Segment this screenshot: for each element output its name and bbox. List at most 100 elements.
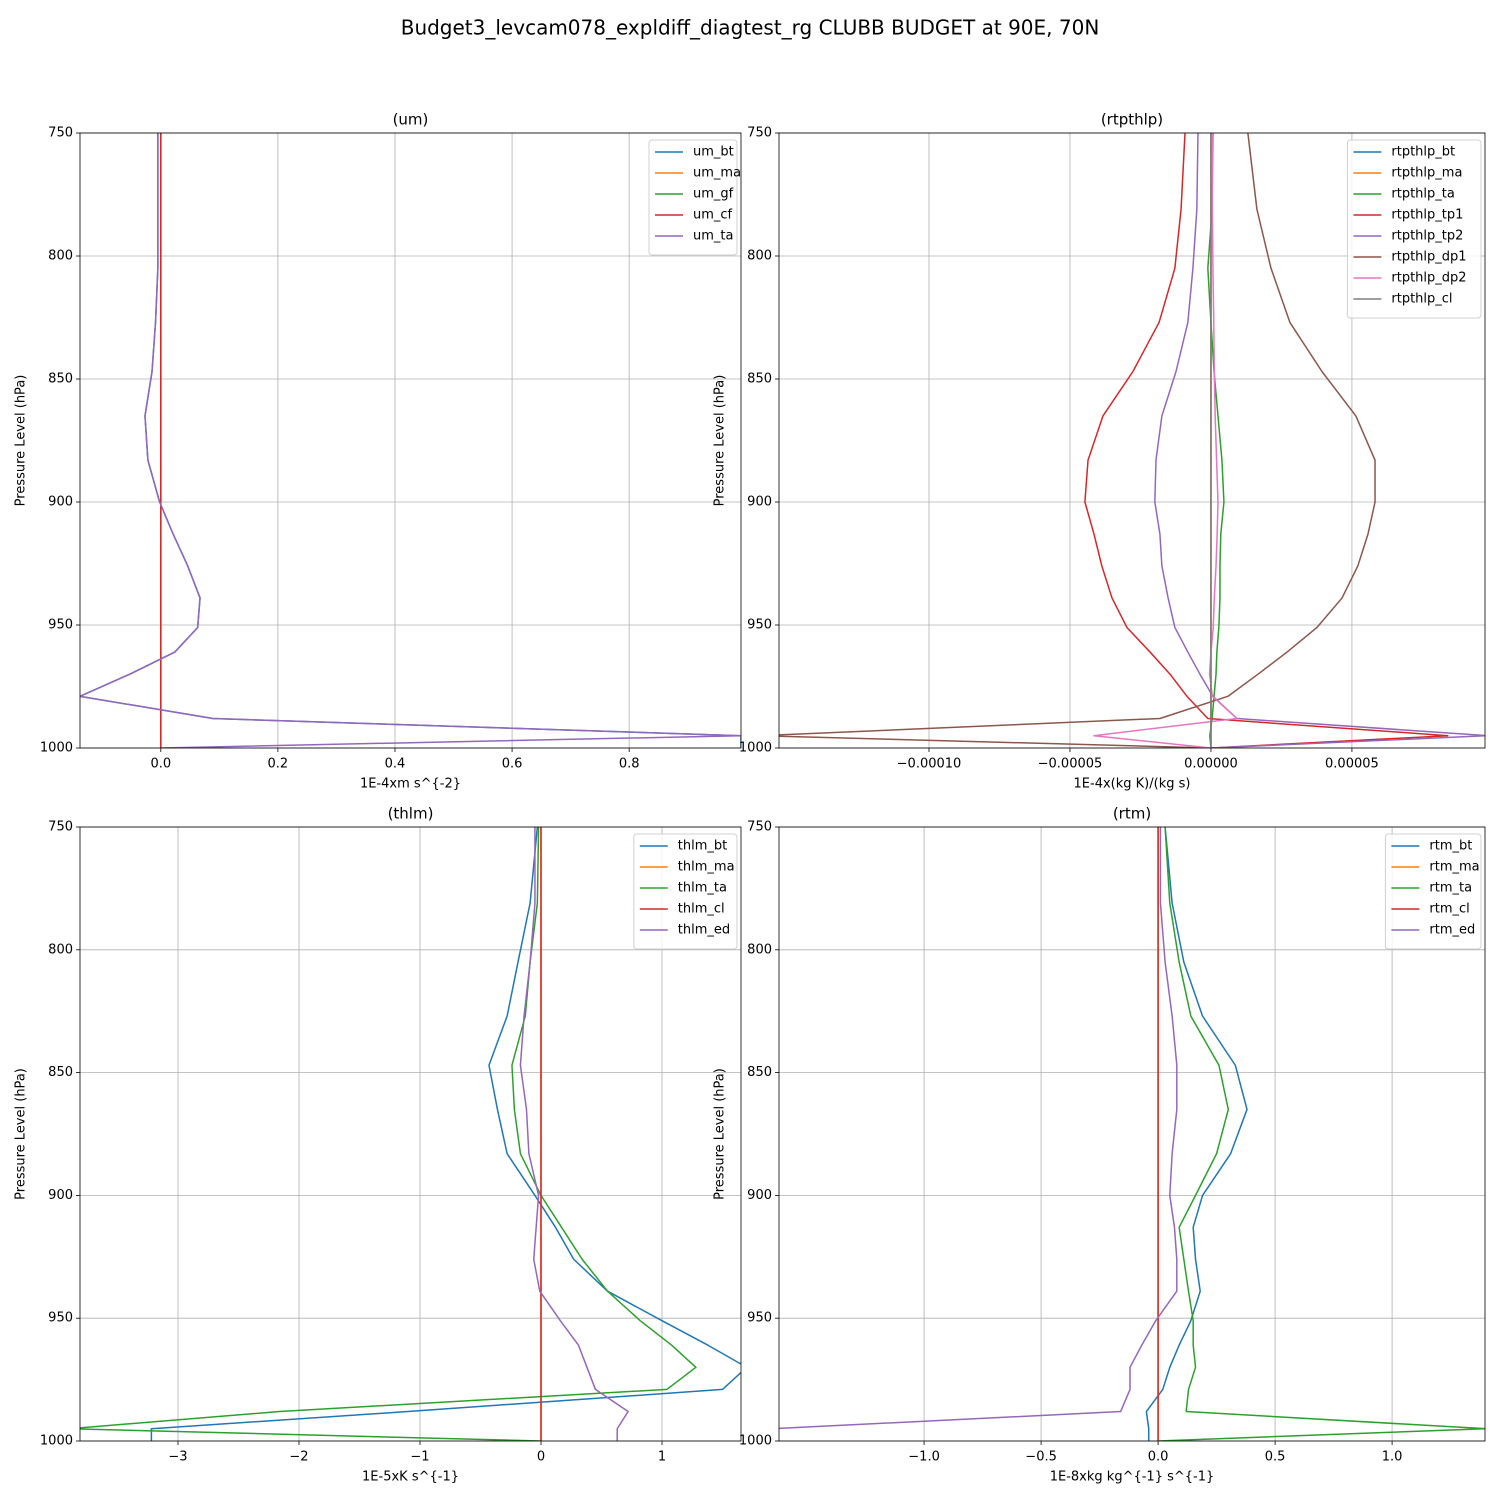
x-axis-label: 1E-5xK s^{-1}	[362, 1470, 459, 1485]
x-tick-label: 0.0	[1148, 1450, 1169, 1465]
y-tick-label: 850	[48, 1065, 73, 1080]
legend-label: um_bt	[693, 145, 734, 160]
legend-label: rtpthlp_tp2	[1391, 229, 1463, 244]
plot-area	[779, 133, 1485, 748]
legend-box	[1384, 833, 1482, 950]
y-tick-label: 1000	[739, 741, 772, 756]
series-line	[1145, 827, 1248, 1441]
legend-label: rtm_cl	[1429, 902, 1469, 917]
x-tick-label: 0.8	[619, 757, 640, 772]
x-tick-label: −3	[168, 1450, 187, 1465]
series-line	[150, 827, 741, 1441]
y-tick-label: 850	[48, 372, 73, 387]
legend-label: um_ta	[693, 229, 733, 244]
axes-frame	[79, 826, 742, 1442]
x-tick-label: 0.4	[385, 757, 406, 772]
series-line	[519, 827, 629, 1441]
legend-label: thlm_cl	[678, 902, 725, 917]
legend-label: thlm_bt	[678, 839, 727, 854]
y-axis-label: Pressure Level (hPa)	[14, 1068, 29, 1200]
y-tick-label: 900	[48, 495, 73, 510]
figure-title: Budget3_levcam078_expldiff_diagtest_rg C…	[401, 16, 1100, 40]
legend-label: rtpthlp_cl	[1391, 292, 1452, 307]
legend-box	[648, 139, 738, 256]
legend-label: um_ma	[693, 166, 741, 181]
legend-label: rtpthlp_ma	[1391, 166, 1462, 181]
y-tick-label: 1000	[40, 741, 73, 756]
axes-title: (um)	[393, 111, 429, 129]
y-tick-label: 950	[747, 618, 772, 633]
y-tick-label: 850	[747, 1065, 772, 1080]
legend-label: rtm_ma	[1429, 860, 1479, 875]
y-tick-label: 750	[747, 820, 772, 835]
axes-title: (thlm)	[388, 805, 434, 823]
x-tick-label: 0.6	[502, 757, 523, 772]
x-tick-label: 1	[658, 1450, 666, 1465]
legend-label: rtpthlp_dp2	[1391, 271, 1466, 286]
y-tick-label: 750	[48, 126, 73, 141]
legend-label: rtm_ta	[1429, 881, 1472, 896]
legend-label: rtpthlp_bt	[1391, 145, 1455, 160]
series-line	[1158, 827, 1485, 1441]
x-tick-label: −0.00010	[897, 757, 962, 772]
y-tick-label: 800	[747, 249, 772, 264]
legend-label: rtpthlp_tp1	[1391, 208, 1463, 223]
x-axis-label: 1E-4xm s^{-2}	[360, 777, 461, 792]
x-tick-label: −1.0	[908, 1450, 940, 1465]
series-line	[779, 827, 1178, 1430]
y-tick-label: 900	[48, 1188, 73, 1203]
legend-label: rtm_bt	[1429, 839, 1472, 854]
x-tick-label: 0.2	[268, 757, 289, 772]
y-tick-label: 900	[747, 495, 772, 510]
axes-frame	[778, 826, 1486, 1442]
x-tick-label: 0.5	[1265, 1450, 1286, 1465]
x-tick-label: 0.00005	[1325, 757, 1379, 772]
legend-label: um_gf	[693, 187, 734, 202]
legend-label: um_cf	[693, 208, 733, 223]
axes-frame	[79, 132, 742, 749]
y-tick-label: 850	[747, 372, 772, 387]
x-tick-label: 0.00000	[1184, 757, 1238, 772]
legend-box	[1346, 139, 1482, 319]
x-tick-label: −1	[410, 1450, 429, 1465]
y-tick-label: 800	[747, 942, 772, 957]
y-axis-label: Pressure Level (hPa)	[713, 375, 728, 507]
y-axis-label: Pressure Level (hPa)	[14, 375, 29, 507]
series-line	[80, 133, 741, 748]
x-tick-label: −0.5	[1025, 1450, 1057, 1465]
y-tick-label: 750	[48, 820, 73, 835]
series-line	[1093, 133, 1238, 748]
legend-label: thlm_ed	[678, 923, 730, 938]
y-axis-label: Pressure Level (hPa)	[713, 1068, 728, 1200]
series-line	[1084, 133, 1449, 748]
y-tick-label: 750	[747, 126, 772, 141]
x-tick-label: −2	[289, 1450, 308, 1465]
legend-label: thlm_ma	[678, 860, 735, 875]
legend-label: rtm_ed	[1429, 923, 1475, 938]
plot-area	[80, 827, 741, 1441]
x-tick-label: 0.0	[150, 757, 171, 772]
legend-label: rtpthlp_dp1	[1391, 250, 1466, 265]
axes-title: (rtpthlp)	[1101, 111, 1163, 129]
y-tick-label: 1000	[739, 1434, 772, 1449]
legend-box	[633, 833, 738, 950]
series-line	[80, 827, 697, 1441]
axes-title: (rtm)	[1113, 805, 1151, 823]
x-axis-label: 1E-4x(kg K)/(kg s)	[1074, 777, 1191, 792]
y-tick-label: 1000	[40, 1434, 73, 1449]
legend-label: rtpthlp_ta	[1391, 187, 1454, 202]
x-tick-label: 1.0	[1382, 1450, 1403, 1465]
x-tick-label: 0	[537, 1450, 545, 1465]
x-axis-label: 1E-8xkg kg^{-1} s^{-1}	[1050, 1470, 1215, 1485]
y-tick-label: 950	[48, 618, 73, 633]
y-tick-label: 900	[747, 1188, 772, 1203]
y-tick-label: 800	[48, 249, 73, 264]
axes-frame	[778, 132, 1486, 749]
y-tick-label: 950	[747, 1311, 772, 1326]
y-tick-label: 950	[48, 1311, 73, 1326]
y-tick-label: 800	[48, 942, 73, 957]
legend-label: thlm_ta	[678, 881, 727, 896]
